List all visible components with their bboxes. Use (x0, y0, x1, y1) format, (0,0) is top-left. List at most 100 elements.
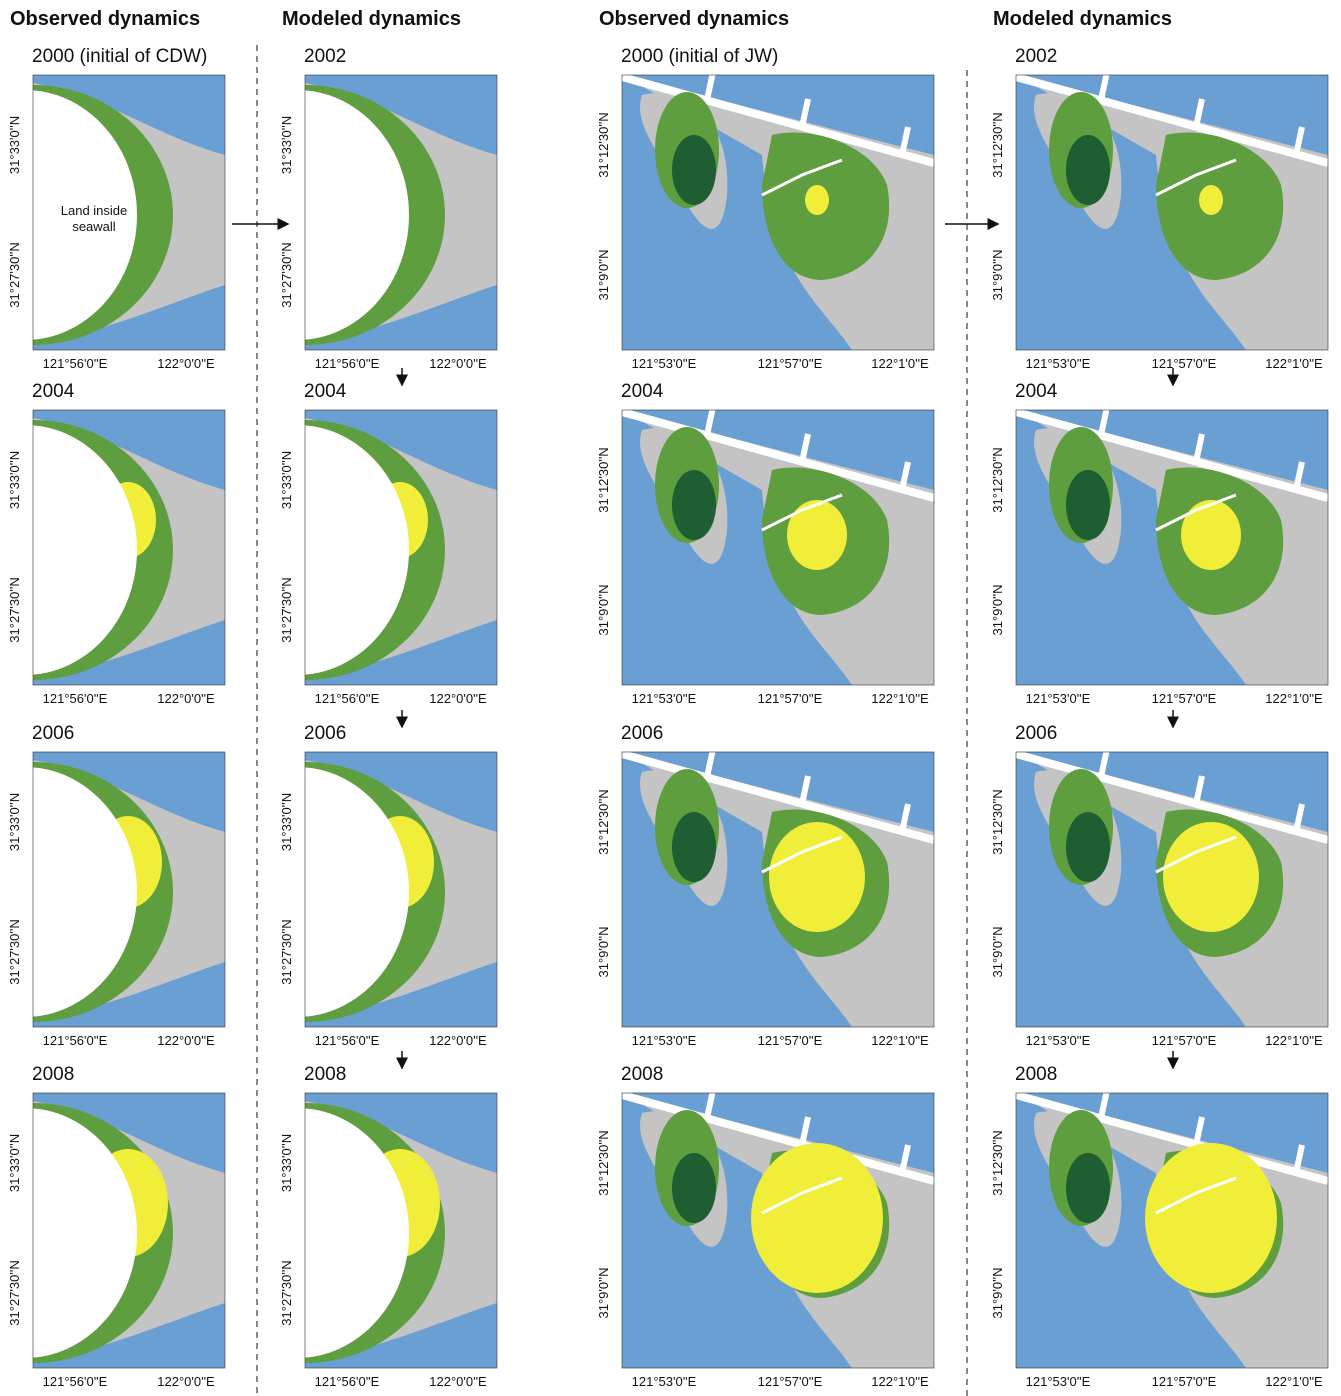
map-panel (1016, 752, 1328, 1027)
lon-label: 122°0'0''E (429, 1033, 487, 1048)
land (33, 767, 137, 1017)
lon-label: 121°53'0''E (1026, 1374, 1091, 1389)
lon-label: 122°1'0''E (871, 356, 929, 371)
land (305, 1108, 409, 1358)
lon-label: 121°53'0''E (632, 1374, 697, 1389)
lon-label: 121°53'0''E (632, 691, 697, 706)
annotation: Land inside seawall (60, 203, 128, 234)
lon-label: 121°53'0''E (632, 1033, 697, 1048)
map-panel (1016, 75, 1328, 350)
lat-label: 31°33'0''N (7, 451, 22, 509)
land (305, 90, 409, 340)
lon-label: 122°1'0''E (1265, 691, 1323, 706)
lat-label: 31°9'0''N (596, 1268, 611, 1319)
lon-label: 121°57'0''E (758, 691, 823, 706)
map-panel (305, 410, 497, 685)
lon-label: 121°57'0''E (1152, 691, 1217, 706)
lat-label: 31°9'0''N (990, 1268, 1005, 1319)
lat-label: 31°12'30''N (596, 112, 611, 177)
marsh-spartina (805, 185, 829, 215)
groyne (1098, 752, 1110, 778)
year-label: 2006 (621, 723, 663, 744)
lon-label: 122°0'0''E (429, 691, 487, 706)
groyne (704, 75, 716, 101)
marsh-dark (672, 470, 716, 540)
marsh-dark (1066, 1153, 1110, 1223)
map-panel (305, 752, 497, 1027)
lat-label: 31°27'30''N (279, 242, 294, 307)
lat-label: 31°12'30''N (990, 112, 1005, 177)
lon-label: 121°57'0''E (1152, 1033, 1217, 1048)
map-frame (1015, 409, 1329, 686)
marsh-spartina (1163, 822, 1259, 932)
marsh-spartina (751, 1143, 883, 1293)
marsh-dark (672, 135, 716, 205)
groyne (704, 410, 716, 436)
creek (1155, 493, 1237, 532)
lat-label: 31°12'30''N (596, 789, 611, 854)
lon-label: 121°53'0''E (1026, 1033, 1091, 1048)
column-header: Modeled dynamics (282, 8, 461, 30)
map-frame (1015, 1092, 1329, 1369)
land (33, 90, 137, 340)
column-header: Observed dynamics (599, 8, 789, 30)
groyne (1293, 803, 1305, 833)
map-frame (621, 74, 935, 351)
lon-label: 121°56'0''E (315, 1033, 380, 1048)
map-frame (621, 1092, 935, 1369)
lat-label: 31°33'0''N (279, 1134, 294, 1192)
lat-label: 31°27'30''N (7, 577, 22, 642)
map-panel (622, 410, 934, 685)
groyne (1293, 461, 1305, 491)
map-panel (33, 75, 225, 350)
year-label: 2008 (32, 1064, 74, 1085)
map-frame (304, 409, 498, 686)
land (33, 425, 137, 675)
map-frame (621, 751, 935, 1028)
creek (1155, 1176, 1237, 1215)
map-frame (32, 74, 226, 351)
groyne (899, 126, 911, 156)
year-label: 2004 (621, 381, 664, 402)
lon-label: 122°1'0''E (1265, 356, 1323, 371)
groyne (1193, 98, 1205, 128)
marsh-spartina (769, 822, 865, 932)
map-panel (33, 410, 225, 685)
year-label: 2008 (621, 1064, 663, 1085)
year-label: 2008 (304, 1064, 346, 1085)
marsh-spartina (1181, 500, 1241, 570)
map-frame (304, 751, 498, 1028)
lon-label: 122°1'0''E (1265, 1374, 1323, 1389)
lat-label: 31°27'30''N (279, 577, 294, 642)
lat-label: 31°9'0''N (990, 927, 1005, 978)
seawall (622, 75, 934, 167)
land (33, 1108, 137, 1358)
groyne (1193, 433, 1205, 463)
map-panel (622, 752, 934, 1027)
lon-label: 121°57'0''E (1152, 356, 1217, 371)
lat-label: 31°9'0''N (990, 250, 1005, 301)
lon-label: 121°57'0''E (758, 1374, 823, 1389)
creek (761, 158, 843, 197)
lat-label: 31°27'30''N (279, 1260, 294, 1325)
lon-label: 122°0'0''E (157, 1033, 215, 1048)
groyne (899, 803, 911, 833)
lon-label: 121°56'0''E (315, 1374, 380, 1389)
map-frame (32, 409, 226, 686)
seawall (1016, 410, 1328, 502)
map-panel (622, 1093, 934, 1368)
lon-label: 122°0'0''E (157, 1374, 215, 1389)
lon-label: 122°1'0''E (871, 691, 929, 706)
groyne (1293, 1144, 1305, 1174)
groyne (704, 752, 716, 778)
creek (761, 493, 843, 532)
year-label: 2002 (1015, 46, 1057, 67)
lat-label: 31°33'0''N (279, 451, 294, 509)
groyne (1098, 75, 1110, 101)
lon-label: 122°1'0''E (871, 1033, 929, 1048)
creek (761, 835, 843, 874)
groyne (799, 98, 811, 128)
year-label: 2000 (initial of JW) (621, 46, 778, 67)
marsh-spartina (1145, 1143, 1277, 1293)
